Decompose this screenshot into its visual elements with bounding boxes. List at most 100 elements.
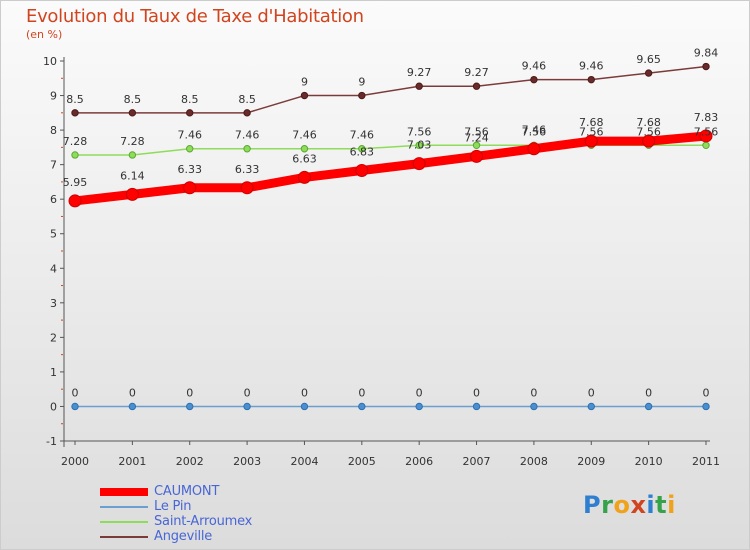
data-point — [587, 402, 595, 411]
data-label: 6.63 — [292, 152, 317, 165]
data-point — [644, 69, 653, 77]
data-label: 5.95 — [63, 176, 88, 189]
chart-legend: CAUMONT Le Pin Saint-Arroumex Angeville — [100, 484, 310, 544]
series-angeville — [71, 62, 710, 117]
data-label: 6.14 — [120, 169, 145, 182]
data-label: 0 — [358, 386, 365, 399]
series-line — [75, 65, 707, 114]
data-point — [587, 75, 595, 84]
data-label: 6.83 — [350, 146, 375, 159]
data-label: 8.5 — [124, 93, 142, 106]
data-label: 0 — [301, 386, 308, 399]
data-point — [183, 181, 197, 195]
legend-swatch — [100, 505, 148, 508]
data-label: 7.56 — [522, 125, 547, 138]
data-label: 8.5 — [238, 93, 256, 106]
legend-swatch — [100, 535, 148, 538]
y-tick-label: 2 — [50, 331, 57, 344]
data-label: 7.56 — [636, 125, 661, 138]
x-tick-label: 2002 — [176, 455, 204, 468]
y-tick-label: 8 — [50, 124, 57, 137]
logo-letter: x — [630, 491, 647, 519]
data-label: 7.68 — [579, 116, 604, 129]
legend-label: Angeville — [154, 529, 213, 544]
data-point — [125, 187, 139, 201]
data-point — [472, 402, 481, 411]
y-tick-label: 10 — [43, 55, 57, 68]
x-tick-label: 2009 — [577, 455, 605, 468]
legend-label: Saint-Arroumex — [154, 514, 253, 529]
legend-item-caumont: CAUMONT — [100, 484, 320, 499]
data-point — [300, 91, 309, 100]
x-tick-label: 2008 — [520, 455, 548, 468]
data-point — [240, 181, 254, 195]
y-tick-label: -1 — [46, 435, 57, 448]
data-label: 0 — [588, 386, 595, 399]
data-point — [699, 129, 713, 143]
legend-swatch — [100, 487, 148, 496]
data-point — [702, 402, 710, 411]
data-label: 9.84 — [694, 47, 719, 60]
data-label: 8.5 — [66, 93, 84, 106]
data-point — [415, 82, 423, 90]
data-label: 7.68 — [636, 116, 661, 129]
data-point — [128, 402, 137, 411]
x-tick-label: 2000 — [61, 455, 89, 468]
data-point — [358, 402, 366, 411]
data-point — [530, 75, 538, 84]
y-tick-label: 4 — [50, 262, 57, 275]
series-caumont — [68, 129, 713, 208]
data-point — [71, 109, 79, 117]
legend-label: CAUMONT — [154, 484, 220, 499]
data-label: 7.28 — [120, 135, 145, 148]
data-point — [644, 402, 653, 411]
data-point — [472, 141, 481, 149]
logo-letter: r — [601, 491, 614, 519]
data-point — [300, 145, 309, 153]
data-label: 7.46 — [522, 124, 547, 137]
y-tick-label: 1 — [50, 366, 57, 379]
data-label: 7.46 — [235, 129, 260, 142]
x-tick-label: 2010 — [635, 455, 663, 468]
data-point — [71, 151, 79, 159]
x-tick-label: 2006 — [405, 455, 433, 468]
data-label: 7.56 — [579, 125, 604, 138]
data-point — [530, 402, 538, 411]
x-tick-label: 2001 — [118, 455, 146, 468]
x-tick-label: 2011 — [692, 455, 720, 468]
data-point — [243, 402, 251, 411]
logo-letter: i — [646, 491, 656, 519]
data-label: 0 — [186, 386, 193, 399]
data-label: 7.46 — [292, 129, 317, 142]
data-point — [412, 157, 426, 171]
data-label: 0 — [645, 386, 652, 399]
data-point — [297, 170, 311, 184]
y-tick-label: 5 — [50, 228, 57, 241]
data-label: 7.56 — [694, 125, 719, 138]
data-point — [702, 62, 710, 71]
data-label: 0 — [473, 386, 480, 399]
data-label: 9.27 — [407, 66, 432, 79]
data-point — [702, 141, 710, 149]
data-point — [358, 91, 366, 100]
x-tick-label: 2004 — [290, 455, 318, 468]
data-point — [186, 145, 194, 153]
data-point — [68, 194, 82, 208]
chart-title: Evolution du Taux de Taxe d'Habitation — [26, 6, 364, 27]
data-label: 7.28 — [63, 135, 88, 148]
proxiti-logo: Proxiti — [583, 491, 676, 519]
data-label: 7.46 — [350, 129, 375, 142]
y-tick-label: 7 — [50, 159, 57, 172]
data-label: 9.46 — [579, 60, 604, 73]
data-label: 6.33 — [235, 163, 260, 176]
data-point — [527, 142, 541, 156]
logo-letter: i — [667, 491, 676, 519]
data-point — [355, 164, 369, 178]
y-tick-label: 9 — [50, 90, 57, 103]
data-point — [470, 149, 484, 163]
data-label: 9.65 — [636, 53, 661, 66]
data-label: 9.46 — [522, 60, 547, 73]
data-label: 8.5 — [181, 93, 199, 106]
